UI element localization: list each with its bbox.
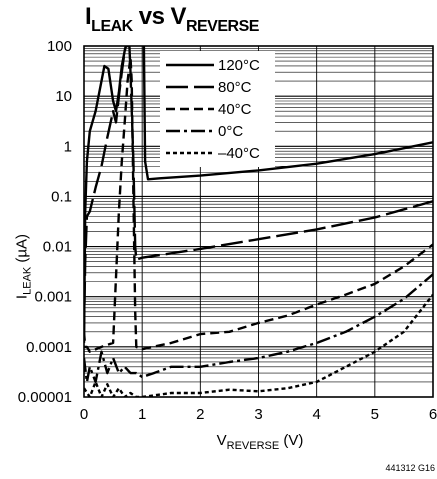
y-tick-label: 0.0001 [26, 339, 72, 356]
series-line-0 [142, 46, 433, 181]
y-tick-label: 100 [47, 38, 72, 55]
x-tick-label: 5 [371, 406, 379, 423]
legend-label: 120°C [218, 57, 260, 74]
y-tick-label: 0.01 [43, 239, 72, 256]
y-axis-label: ILEAK (µA) [13, 233, 34, 300]
series-line-1 [84, 46, 433, 332]
x-tick-label: 4 [312, 406, 320, 423]
figure-id: 441312 G16 [385, 463, 435, 473]
chart-title: ILEAK vs VREVERSE [85, 3, 259, 35]
x-tick-label: 6 [429, 406, 437, 423]
legend-label: –40°C [218, 145, 260, 162]
x-tick-label: 0 [80, 406, 88, 423]
x-tick-label: 1 [138, 406, 146, 423]
legend-label: 80°C [218, 79, 252, 96]
series-line-4 [84, 293, 433, 397]
legend-label: 0°C [218, 123, 243, 140]
y-tick-label: 1 [64, 138, 72, 155]
series-line-2 [84, 55, 433, 353]
y-tick-label: 0.001 [34, 289, 72, 306]
y-tick-label: 10 [55, 88, 72, 105]
y-tick-label: 0.1 [51, 188, 72, 205]
legend-label: 40°C [218, 101, 252, 118]
y-tick-label: 0.00001 [18, 389, 72, 406]
x-tick-label: 2 [196, 406, 204, 423]
x-tick-label: 3 [254, 406, 262, 423]
legend-box [160, 51, 275, 167]
x-axis-label: VREVERSE (V) [216, 432, 304, 452]
series-line-3 [84, 273, 433, 384]
